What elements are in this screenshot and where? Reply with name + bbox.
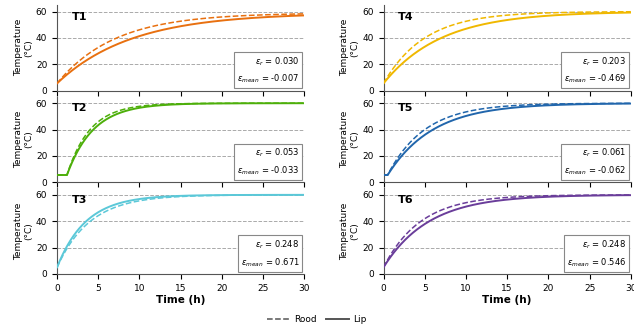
- Text: $\varepsilon_r$$\;$= 0.061
$\varepsilon_{mean}$ = -0.062: $\varepsilon_r$$\;$= 0.061 $\varepsilon_…: [564, 147, 626, 177]
- Text: $\varepsilon_r$$\;$= 0.030
$\varepsilon_{mean}$ = -0.007: $\varepsilon_r$$\;$= 0.030 $\varepsilon_…: [237, 55, 299, 85]
- Text: T2: T2: [72, 104, 87, 114]
- Y-axis label: Temperature
(°C): Temperature (°C): [340, 203, 359, 260]
- Text: T6: T6: [398, 195, 414, 205]
- Y-axis label: Temperature
(°C): Temperature (°C): [340, 111, 359, 168]
- Text: T5: T5: [398, 104, 414, 114]
- Text: $\varepsilon_r$$\;$= 0.248
$\varepsilon_{mean}$ = 0.546: $\varepsilon_r$$\;$= 0.248 $\varepsilon_…: [567, 238, 626, 269]
- Y-axis label: Temperature
(°C): Temperature (°C): [340, 19, 359, 76]
- Y-axis label: Temperature
(°C): Temperature (°C): [14, 111, 33, 168]
- Y-axis label: Temperature
(°C): Temperature (°C): [14, 19, 33, 76]
- Text: $\varepsilon_r$$\;$= 0.248
$\varepsilon_{mean}$ = 0.671: $\varepsilon_r$$\;$= 0.248 $\varepsilon_…: [240, 238, 299, 269]
- Text: $\varepsilon_r$$\;$= 0.203
$\varepsilon_{mean}$ = -0.469: $\varepsilon_r$$\;$= 0.203 $\varepsilon_…: [564, 55, 626, 85]
- X-axis label: Time (h): Time (h): [156, 295, 205, 305]
- Text: T4: T4: [398, 12, 414, 22]
- Text: T1: T1: [72, 12, 87, 22]
- Text: T3: T3: [72, 195, 87, 205]
- Legend: Rood, Lip: Rood, Lip: [264, 311, 370, 327]
- Text: $\varepsilon_r$$\;$= 0.053
$\varepsilon_{mean}$ = -0.033: $\varepsilon_r$$\;$= 0.053 $\varepsilon_…: [237, 147, 299, 177]
- X-axis label: Time (h): Time (h): [482, 295, 532, 305]
- Y-axis label: Temperature
(°C): Temperature (°C): [14, 203, 33, 260]
